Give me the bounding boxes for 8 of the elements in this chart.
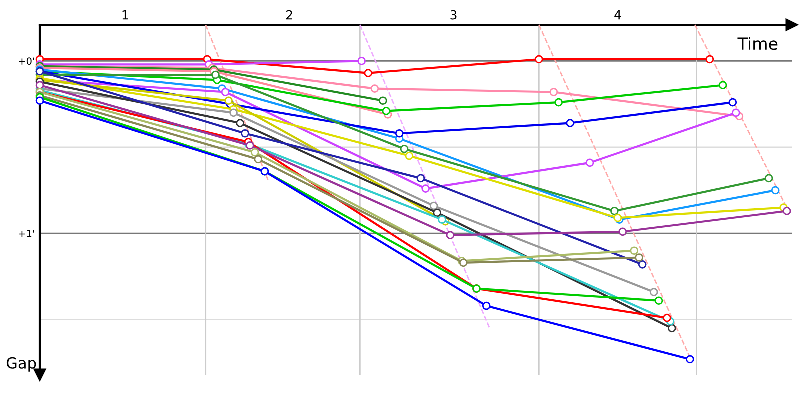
x-tick-label: 3 (450, 10, 457, 20)
y-tick-label: +1' (19, 230, 34, 238)
x-tick-label: 1 (122, 10, 128, 20)
x-tick-label: 2 (286, 10, 292, 20)
x-tick-label: 4 (614, 10, 622, 20)
y-tick-label: +0' (19, 58, 34, 66)
y-axis-title: Gap (6, 357, 36, 372)
x-axis-title: Time (738, 37, 778, 50)
